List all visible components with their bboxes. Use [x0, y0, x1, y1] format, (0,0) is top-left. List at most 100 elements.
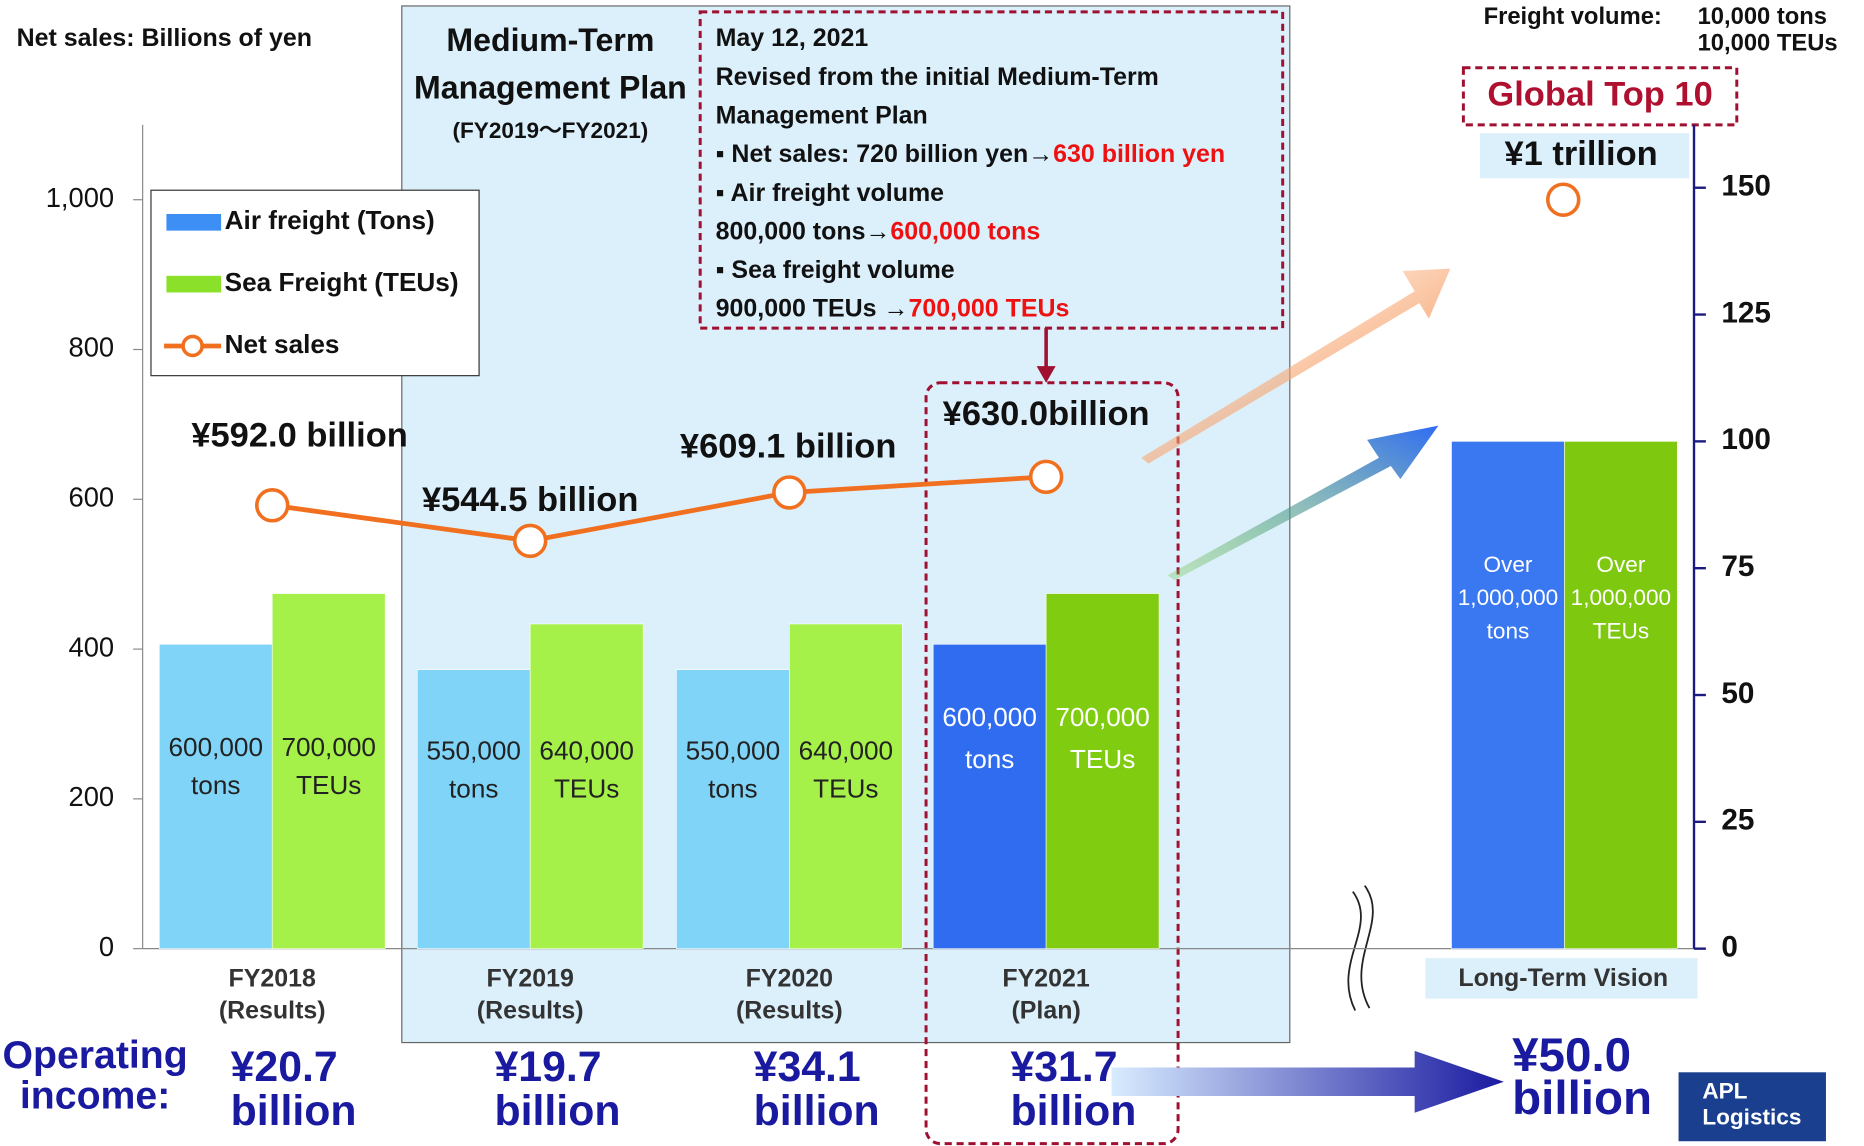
- legend-swatch: [166, 213, 222, 231]
- note-pointer-head: [1036, 366, 1056, 383]
- income-arrow: [1111, 1050, 1504, 1113]
- x-tick-label: FY2021 (Plan): [1002, 964, 1090, 1024]
- growth-arrow: [1167, 425, 1439, 581]
- y2-tick-label: 100: [1721, 423, 1771, 456]
- bar: [1451, 441, 1565, 949]
- note-segment: 900,000 TEUs →: [716, 294, 909, 322]
- operating-income: ¥20.7 billion: [231, 1043, 357, 1135]
- bar: [789, 623, 903, 949]
- y-tick-label: 200: [69, 781, 115, 812]
- note-segment: ▪ Sea freight volume: [716, 256, 955, 284]
- x-tick-label: Long-Term Vision: [1458, 964, 1668, 992]
- y-axis-title: Net sales: Billions of yen: [17, 24, 312, 52]
- note-segment: ▪ Net sales: 720 billion yen→: [716, 140, 1054, 168]
- operating-income-label: Operating income:: [2, 1033, 187, 1117]
- bar-label: 640,000 TEUs: [539, 735, 634, 803]
- note-segment: 600,000 tons: [890, 217, 1040, 245]
- y2-tick-label: 125: [1721, 296, 1771, 329]
- plan-title: Medium-Term Management Plan: [414, 22, 687, 106]
- bar: [529, 623, 644, 949]
- bar-label: 550,000 tons: [426, 735, 521, 803]
- growth-arrow: [1141, 268, 1451, 464]
- y-tick-label: 400: [69, 631, 115, 662]
- note-line: Revised from the initial Medium-Term: [716, 62, 1159, 90]
- line: [271, 474, 1047, 544]
- bar: [158, 643, 273, 949]
- note-line: Management Plan: [716, 101, 928, 129]
- legend-marker: [181, 334, 204, 358]
- logo: APL Logistics: [1702, 1078, 1801, 1129]
- operating-income: ¥31.7 billion: [1010, 1043, 1136, 1135]
- point-label: ¥1 trillion: [1504, 135, 1657, 173]
- badge-box: [1461, 66, 1739, 127]
- y2-tick-label: 25: [1721, 804, 1754, 837]
- bar-label: 700,000 TEUs: [281, 732, 376, 800]
- note-line: ▪ Net sales: 720 billion yen→630 billion…: [716, 140, 1225, 168]
- y-tick-label: 1,000: [46, 182, 114, 213]
- bar-label: 700,000 TEUs: [1055, 702, 1150, 774]
- point: [1028, 459, 1064, 495]
- plan-column-box: [924, 381, 1180, 1146]
- x-tick-label: FY2019 (Results): [477, 964, 584, 1024]
- bar-label: 600,000 tons: [169, 732, 264, 800]
- note-segment: 800,000 tons→: [716, 217, 891, 245]
- trillion-bg: [1480, 133, 1690, 179]
- point: [254, 488, 290, 523]
- bar-label: 550,000 tons: [686, 735, 781, 803]
- point: [772, 475, 807, 510]
- point: [1546, 182, 1581, 217]
- bar: [416, 669, 531, 949]
- note-line: ▪ Air freight volume: [716, 178, 944, 206]
- bar-label: 600,000 tons: [942, 702, 1037, 774]
- bar-label: Over 1,000,000 tons: [1458, 552, 1558, 644]
- y-tick-label: 0: [99, 931, 114, 962]
- operating-income: ¥50.0 billion: [1512, 1029, 1652, 1125]
- note-segment: May 12, 2021: [716, 24, 869, 52]
- legend-label: Net sales: [225, 329, 340, 359]
- bar: [271, 593, 386, 949]
- badge: Global Top 10: [1487, 75, 1712, 113]
- logo-bg: [1678, 1072, 1826, 1142]
- long-term-bg: [1425, 958, 1698, 999]
- y2-unit: 10,000 TEUs: [1698, 29, 1838, 56]
- point-label: ¥609.1 billion: [680, 427, 896, 465]
- note-line: May 12, 2021: [716, 24, 869, 52]
- bar-label: Over 1,000,000 TEUs: [1571, 552, 1671, 644]
- legend-label: Sea Freight (TEUs): [225, 267, 459, 297]
- point-label: ¥592.0 billion: [191, 417, 407, 455]
- operating-income: ¥19.7 billion: [495, 1043, 621, 1135]
- note-segment: 630 billion yen: [1053, 140, 1225, 168]
- note-segment: Revised from the initial Medium-Term: [716, 62, 1159, 90]
- y2-tick-label: 50: [1721, 677, 1754, 710]
- note-line: 900,000 TEUs →700,000 TEUs: [716, 294, 1070, 322]
- bar: [1564, 441, 1678, 949]
- note-segment: ▪ Air freight volume: [716, 178, 944, 206]
- y2-tick-label: 150: [1721, 170, 1771, 203]
- note-box: [698, 10, 1285, 330]
- y2-tick-label: 0: [1721, 930, 1738, 963]
- bar: [1045, 593, 1160, 949]
- y-tick-label: 600: [69, 482, 115, 513]
- axis-break: [1347, 885, 1374, 1011]
- note-segment: 700,000 TEUs: [908, 294, 1069, 322]
- point: [512, 523, 548, 559]
- y2-axis-title: Freight volume:: [1484, 3, 1662, 30]
- x-tick-label: FY2018 (Results): [219, 964, 326, 1024]
- y2-tick-label: 75: [1721, 550, 1754, 583]
- bar: [932, 643, 1047, 949]
- note-segment: Management Plan: [716, 101, 928, 129]
- legend-label: Air freight (Tons): [225, 205, 435, 235]
- legend-swatch: [166, 275, 222, 293]
- bar: [676, 669, 790, 949]
- note-line: ▪ Sea freight volume: [716, 256, 955, 284]
- point-label: ¥544.5 billion: [422, 481, 638, 519]
- bar-label: 640,000 TEUs: [799, 735, 894, 803]
- plan-period: (FY2019〜FY2021): [453, 118, 649, 143]
- point-label: ¥630.0billion: [943, 395, 1150, 433]
- operating-income: ¥34.1 billion: [754, 1043, 880, 1135]
- x-tick-label: FY2020 (Results): [736, 964, 843, 1024]
- y2-unit: 10,000 tons: [1698, 3, 1827, 30]
- y-tick-label: 800: [69, 332, 115, 363]
